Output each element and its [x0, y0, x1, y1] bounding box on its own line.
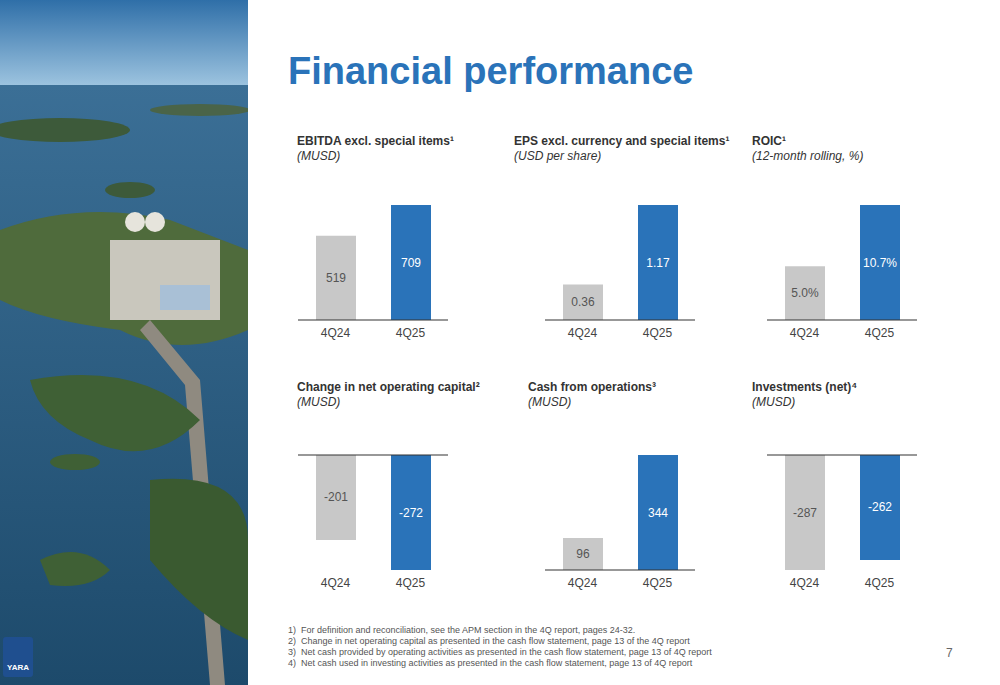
html-text:Change in net operating capita: Change in net operating capital² [297, 380, 480, 394]
html-text:3) Net cash provided by operat: 3) Net cash provided by operating activi… [288, 647, 712, 657]
svg-text:-201: -201 [324, 490, 348, 504]
svg-text:4Q24: 4Q24 [321, 326, 351, 340]
svg-text:4Q24: 4Q24 [321, 576, 351, 590]
html-text:(USD per share): (USD per share) [514, 149, 602, 163]
html-text:ROIC¹: ROIC¹ [752, 134, 786, 148]
svg-text:-272: -272 [399, 506, 423, 520]
svg-text:4Q25: 4Q25 [865, 326, 895, 340]
html-text:(MUSD): (MUSD) [752, 395, 796, 409]
svg-text:4Q24: 4Q24 [790, 326, 820, 340]
svg-text:4Q25: 4Q25 [396, 326, 426, 340]
svg-text:4Q24: 4Q24 [790, 576, 820, 590]
svg-text:5.0%: 5.0% [791, 286, 819, 300]
svg-text:709: 709 [401, 256, 421, 270]
svg-text:-287: -287 [793, 506, 817, 520]
svg-text:4Q25: 4Q25 [643, 326, 673, 340]
svg-text:1.17: 1.17 [646, 256, 670, 270]
html-text:EPS excl. currency and special: EPS excl. currency and special items¹ [514, 134, 730, 148]
html-text:1) For definition and reconcil: 1) For definition and reconciliation, se… [288, 625, 636, 635]
svg-text:-262: -262 [868, 500, 892, 514]
svg-text:519: 519 [326, 271, 346, 285]
svg-text:4Q25: 4Q25 [396, 576, 426, 590]
html-text:EBITDA excl. special items¹: EBITDA excl. special items¹ [297, 134, 454, 148]
html-text:YARA: YARA [7, 663, 29, 672]
svg-text:0.36: 0.36 [571, 295, 595, 309]
html-text:4) Net cash used in investing: 4) Net cash used in investing activities… [288, 658, 693, 668]
svg-text:344: 344 [648, 506, 668, 520]
svg-text:10.7%: 10.7% [863, 256, 897, 270]
html-text:7: 7 [946, 646, 953, 660]
html-text:(12-month rolling, %): (12-month rolling, %) [752, 149, 864, 163]
svg-text:4Q24: 4Q24 [568, 576, 598, 590]
html-text:Investments (net)⁴: Investments (net)⁴ [752, 380, 858, 394]
svg-text:4Q24: 4Q24 [568, 326, 598, 340]
html-text:(MUSD): (MUSD) [297, 149, 341, 163]
html-text:2) Change in net operating cap: 2) Change in net operating capital as pr… [288, 636, 690, 646]
html-text:(MUSD): (MUSD) [528, 395, 572, 409]
svg-text:4Q25: 4Q25 [643, 576, 673, 590]
html-text:Financial performance: Financial performance [288, 50, 694, 92]
html-text:(MUSD): (MUSD) [297, 395, 341, 409]
svg-text:4Q25: 4Q25 [865, 576, 895, 590]
html-text:Cash from operations³: Cash from operations³ [528, 380, 656, 394]
svg-text:96: 96 [576, 547, 590, 561]
